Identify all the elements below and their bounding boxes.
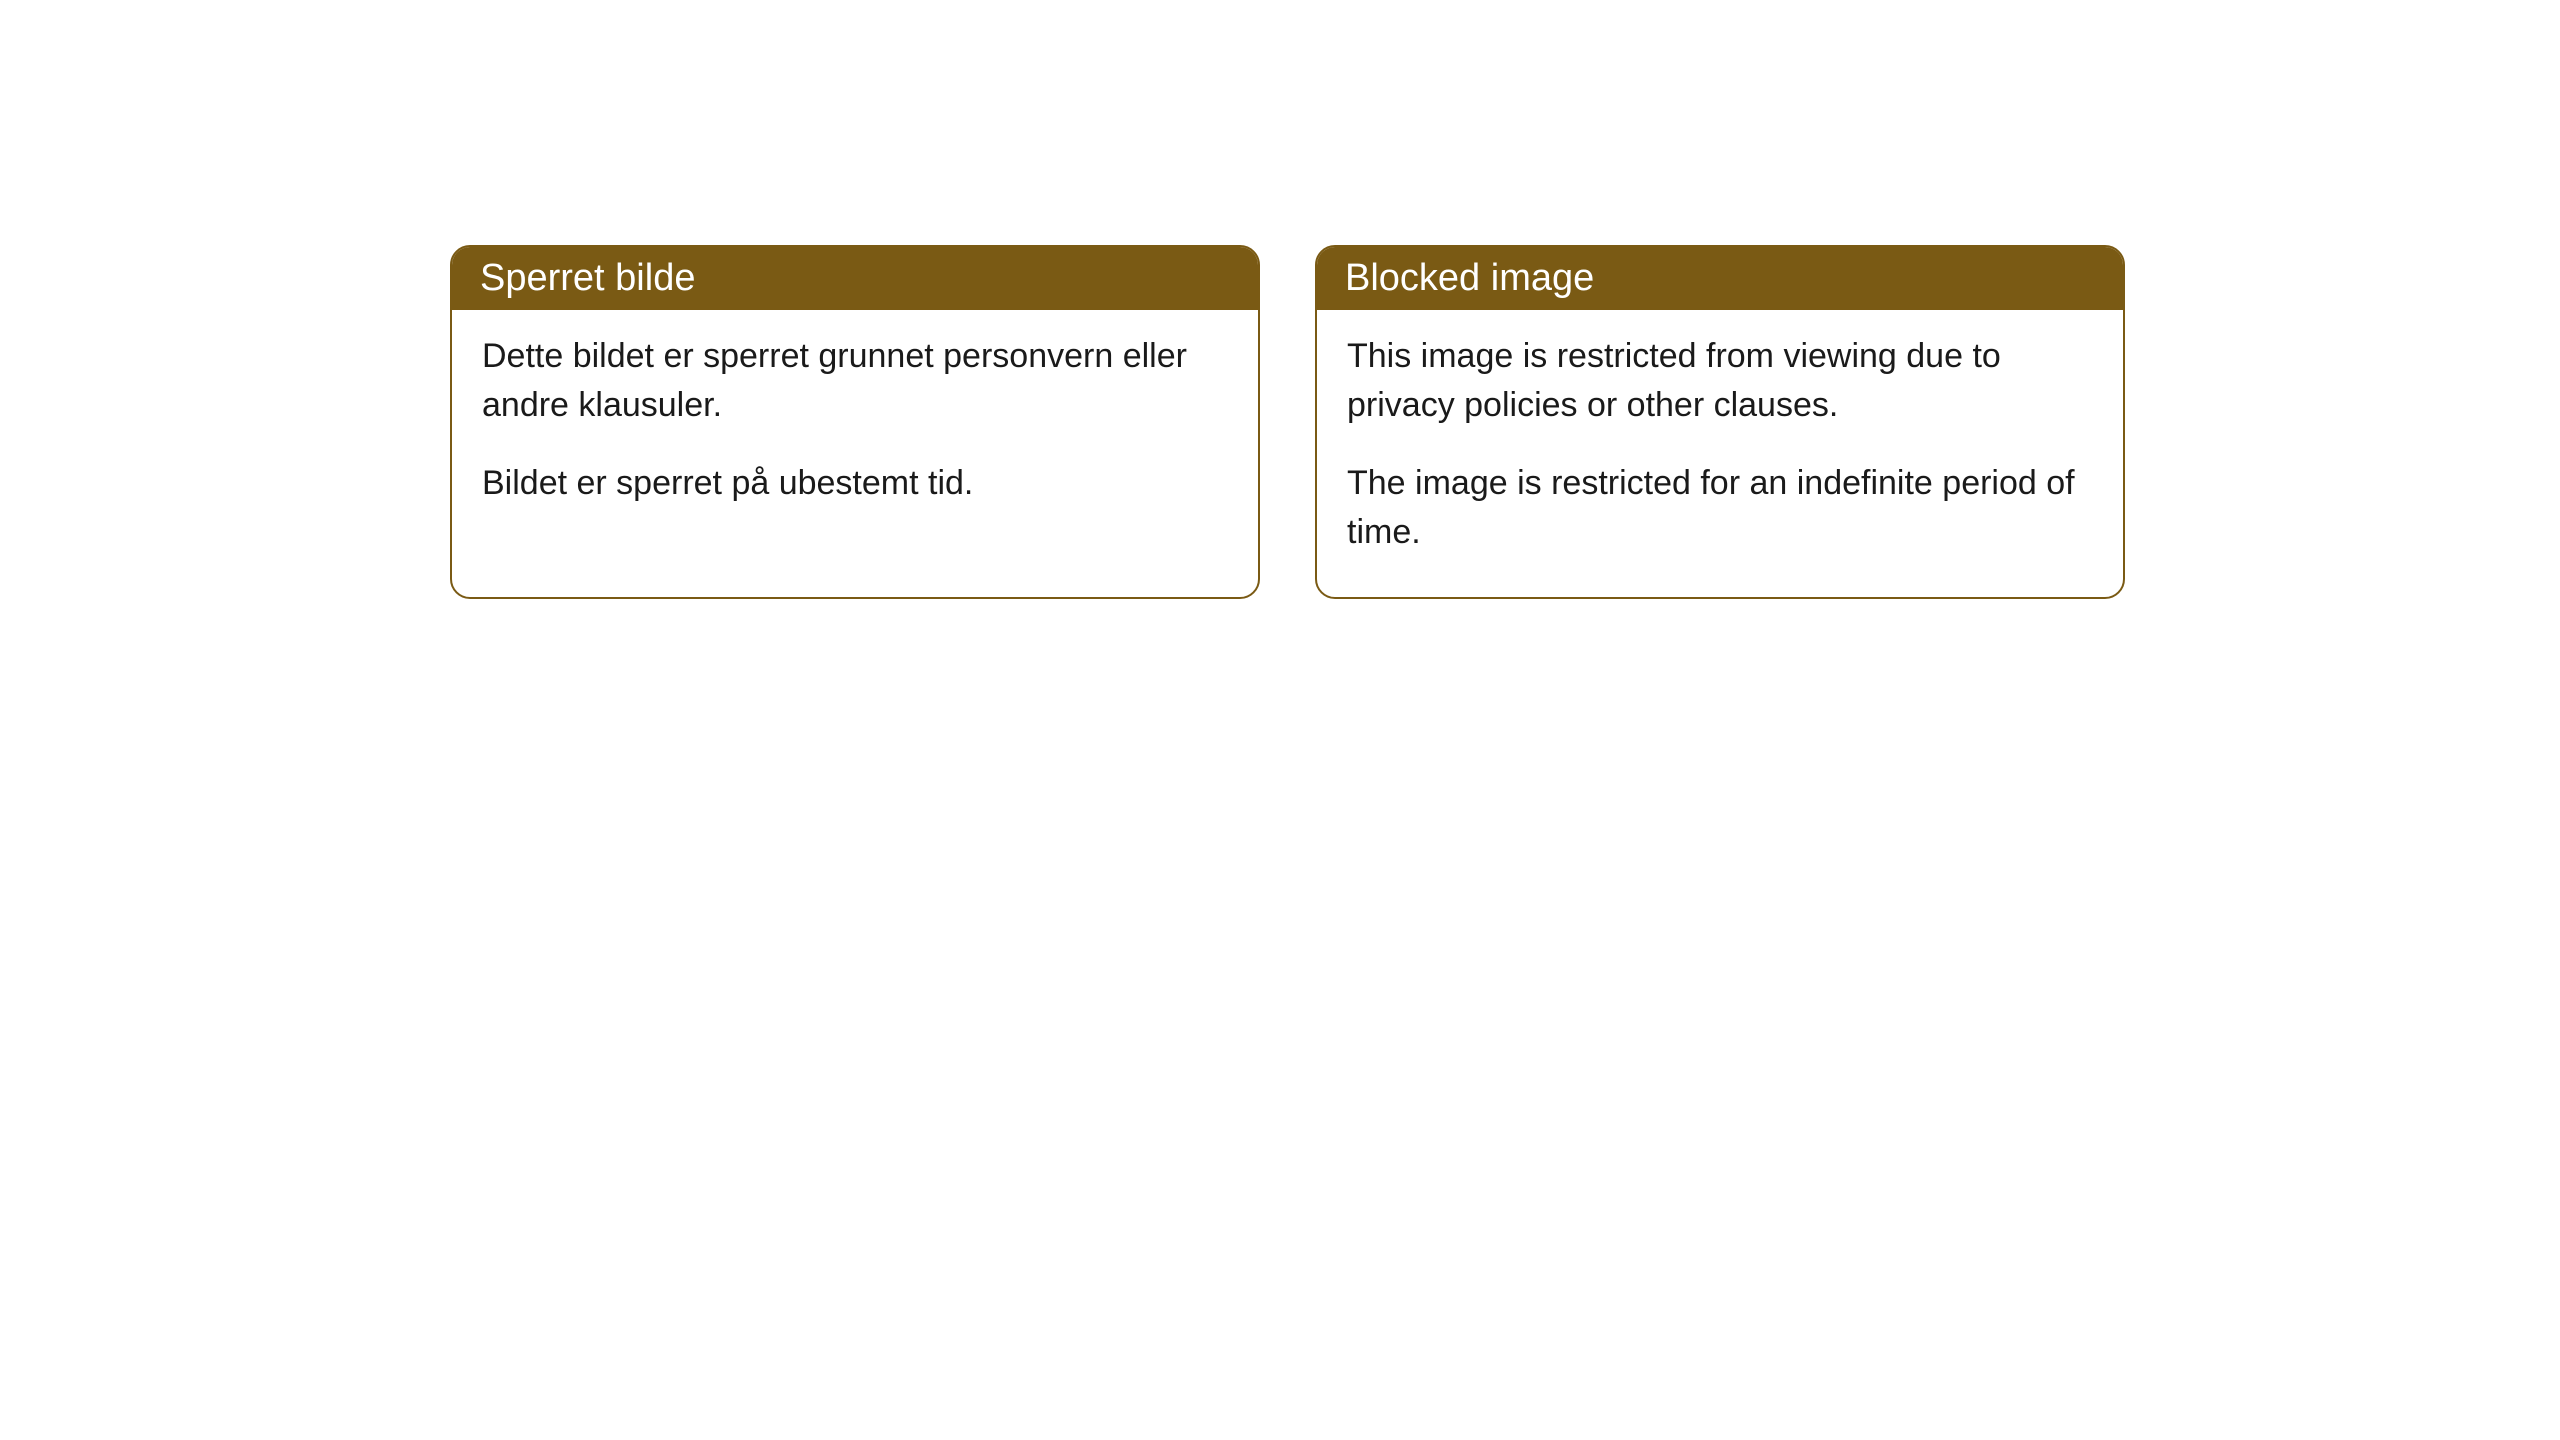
card-body-english: This image is restricted from viewing du… — [1317, 310, 2123, 597]
card-body-norwegian: Dette bildet er sperret grunnet personve… — [452, 310, 1258, 548]
notice-card-english: Blocked image This image is restricted f… — [1315, 245, 2125, 599]
notice-text-paragraph: Dette bildet er sperret grunnet personve… — [482, 332, 1228, 431]
notice-text-paragraph: This image is restricted from viewing du… — [1347, 332, 2093, 431]
notice-cards-container: Sperret bilde Dette bildet er sperret gr… — [450, 245, 2560, 599]
notice-text-paragraph: The image is restricted for an indefinit… — [1347, 459, 2093, 558]
notice-text-paragraph: Bildet er sperret på ubestemt tid. — [482, 459, 1228, 508]
card-header-norwegian: Sperret bilde — [452, 247, 1258, 310]
notice-card-norwegian: Sperret bilde Dette bildet er sperret gr… — [450, 245, 1260, 599]
card-header-english: Blocked image — [1317, 247, 2123, 310]
